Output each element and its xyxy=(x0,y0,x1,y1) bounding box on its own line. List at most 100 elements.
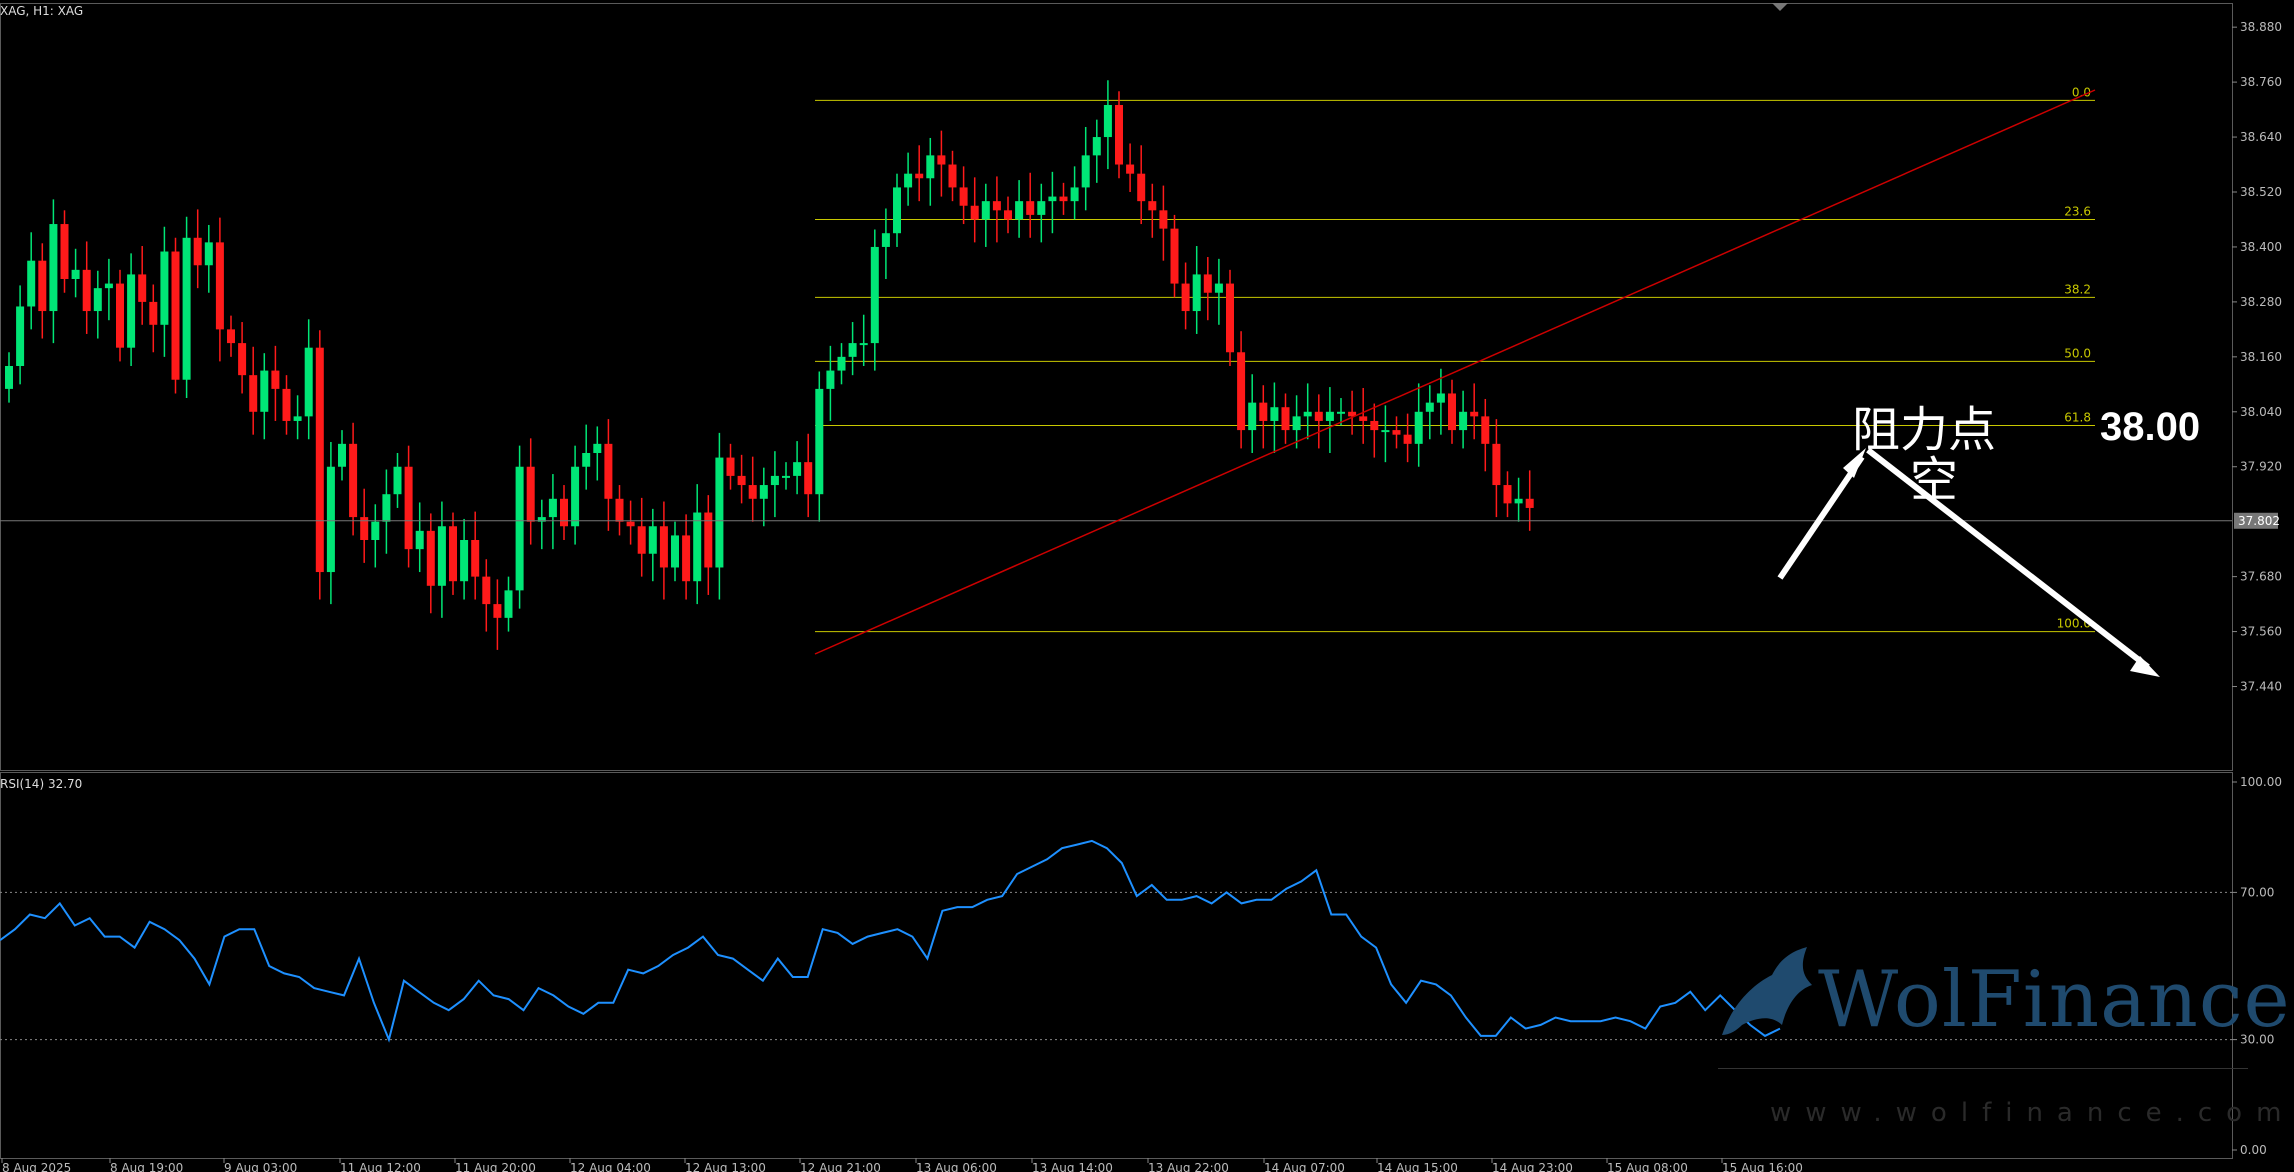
wolf-logo-icon xyxy=(1722,947,1812,1035)
header-symbol: XAG, H1: XAG xyxy=(0,4,84,18)
candle-body xyxy=(315,347,324,573)
candle-body xyxy=(449,526,457,582)
candle-body xyxy=(1381,430,1390,433)
candle-body xyxy=(970,205,979,220)
candle-body xyxy=(326,466,335,573)
candle-body xyxy=(1425,402,1434,412)
candle-body xyxy=(1226,283,1234,353)
candle-body xyxy=(1436,393,1445,403)
rsi-label: RSI(14) 32.70 xyxy=(0,777,83,791)
candle-body xyxy=(804,462,813,495)
candle-body xyxy=(482,576,491,605)
time-tick-label: 11 Aug 12:00 xyxy=(340,1161,421,1172)
candle-body xyxy=(693,512,702,582)
candle-body xyxy=(770,475,779,486)
price-tick-label: 37.680 xyxy=(2240,570,2282,584)
candle-body xyxy=(1248,402,1257,431)
candle-body xyxy=(815,388,824,495)
current-price-tag: 37.802 xyxy=(2238,514,2280,528)
down-arrow-head xyxy=(2130,656,2160,677)
candle-body xyxy=(1037,201,1046,215)
price-tick-label: 38.400 xyxy=(2240,240,2282,254)
time-tick-label: 12 Aug 21:00 xyxy=(800,1161,881,1172)
candle-body xyxy=(49,224,58,312)
time-tick-label: 15 Aug 16:00 xyxy=(1722,1161,1803,1172)
trend-line[interactable] xyxy=(814,89,2096,655)
candle-body xyxy=(870,246,879,344)
candle-body xyxy=(526,466,535,522)
candle-body xyxy=(859,343,868,346)
time-tick-label: 14 Aug 07:00 xyxy=(1264,1161,1345,1172)
rsi-tick-label: 0.00 xyxy=(2240,1143,2267,1157)
candle-body xyxy=(460,540,469,582)
candle-body xyxy=(604,443,613,499)
price-label: 38.00 xyxy=(2100,405,2201,449)
candle-body xyxy=(1170,228,1179,284)
candle-body xyxy=(1348,411,1357,417)
candle-body xyxy=(437,526,446,586)
time-tick-label: 8 Aug 19:00 xyxy=(110,1161,183,1172)
projection-arrows xyxy=(1777,447,2160,677)
candle-body xyxy=(249,375,258,412)
candle-body xyxy=(338,443,346,467)
candle-body xyxy=(1015,201,1024,220)
candle-body xyxy=(1514,498,1523,504)
candle-body xyxy=(215,242,224,330)
chart-shift-marker[interactable] xyxy=(1772,3,1788,11)
candle-body xyxy=(293,416,302,421)
candle-body xyxy=(1492,443,1501,486)
candle-body xyxy=(104,283,113,289)
candle-body xyxy=(471,540,480,577)
watermark-underline xyxy=(1718,1068,2248,1069)
candle-body xyxy=(937,155,946,165)
candle-body xyxy=(671,535,679,568)
candle-body xyxy=(659,526,668,568)
candle-body xyxy=(1281,407,1290,431)
candle-body xyxy=(1081,155,1090,188)
candle-body xyxy=(615,498,624,522)
rsi-panel-frame xyxy=(0,772,2233,1159)
candle-body xyxy=(1525,498,1534,508)
candle-body xyxy=(171,251,180,380)
candle-body xyxy=(16,306,25,366)
watermark-url: www.wolfinance.com xyxy=(1770,1098,2294,1128)
candle-body xyxy=(704,512,713,568)
time-tick-label: 9 Aug 03:00 xyxy=(224,1161,297,1172)
candle-body xyxy=(349,443,358,518)
candle-body xyxy=(371,521,380,540)
time-tick-label: 13 Aug 06:00 xyxy=(916,1161,997,1172)
candle-body xyxy=(759,485,768,499)
candle-body xyxy=(260,370,269,412)
candle-body xyxy=(182,237,191,380)
candle-body xyxy=(848,343,857,357)
candle-body xyxy=(548,498,557,518)
candle-body xyxy=(537,517,546,522)
candle-body xyxy=(1314,411,1323,421)
time-tick-label: 12 Aug 13:00 xyxy=(685,1161,766,1172)
fib-level-label: 38.2 xyxy=(2064,282,2091,296)
price-tick-label: 38.160 xyxy=(2240,350,2282,364)
candle-body xyxy=(1448,393,1456,431)
candle-body xyxy=(360,517,369,540)
candle-body xyxy=(415,530,424,550)
fib-level-label: 23.6 xyxy=(2064,204,2091,218)
candle-body xyxy=(726,457,735,476)
candle-body xyxy=(981,201,990,220)
candle-body xyxy=(1192,274,1201,312)
candle-body xyxy=(515,466,524,591)
price-tick-label: 37.440 xyxy=(2240,680,2282,694)
candle-body xyxy=(426,530,435,586)
candle-body xyxy=(737,475,746,486)
candle-body xyxy=(560,498,568,527)
candle-body xyxy=(959,187,968,206)
candle-body xyxy=(27,260,36,307)
candle-body xyxy=(1115,105,1123,165)
candle-body xyxy=(1459,411,1468,431)
fib-level-label: 0.0 xyxy=(2072,85,2091,99)
watermark-brand: WolFinance xyxy=(1818,955,2291,1045)
rsi-tick-label: 100.00 xyxy=(2240,775,2282,789)
time-tick-label: 14 Aug 15:00 xyxy=(1377,1161,1458,1172)
up-arrow-line xyxy=(1777,455,1865,580)
candle-body xyxy=(5,366,13,389)
